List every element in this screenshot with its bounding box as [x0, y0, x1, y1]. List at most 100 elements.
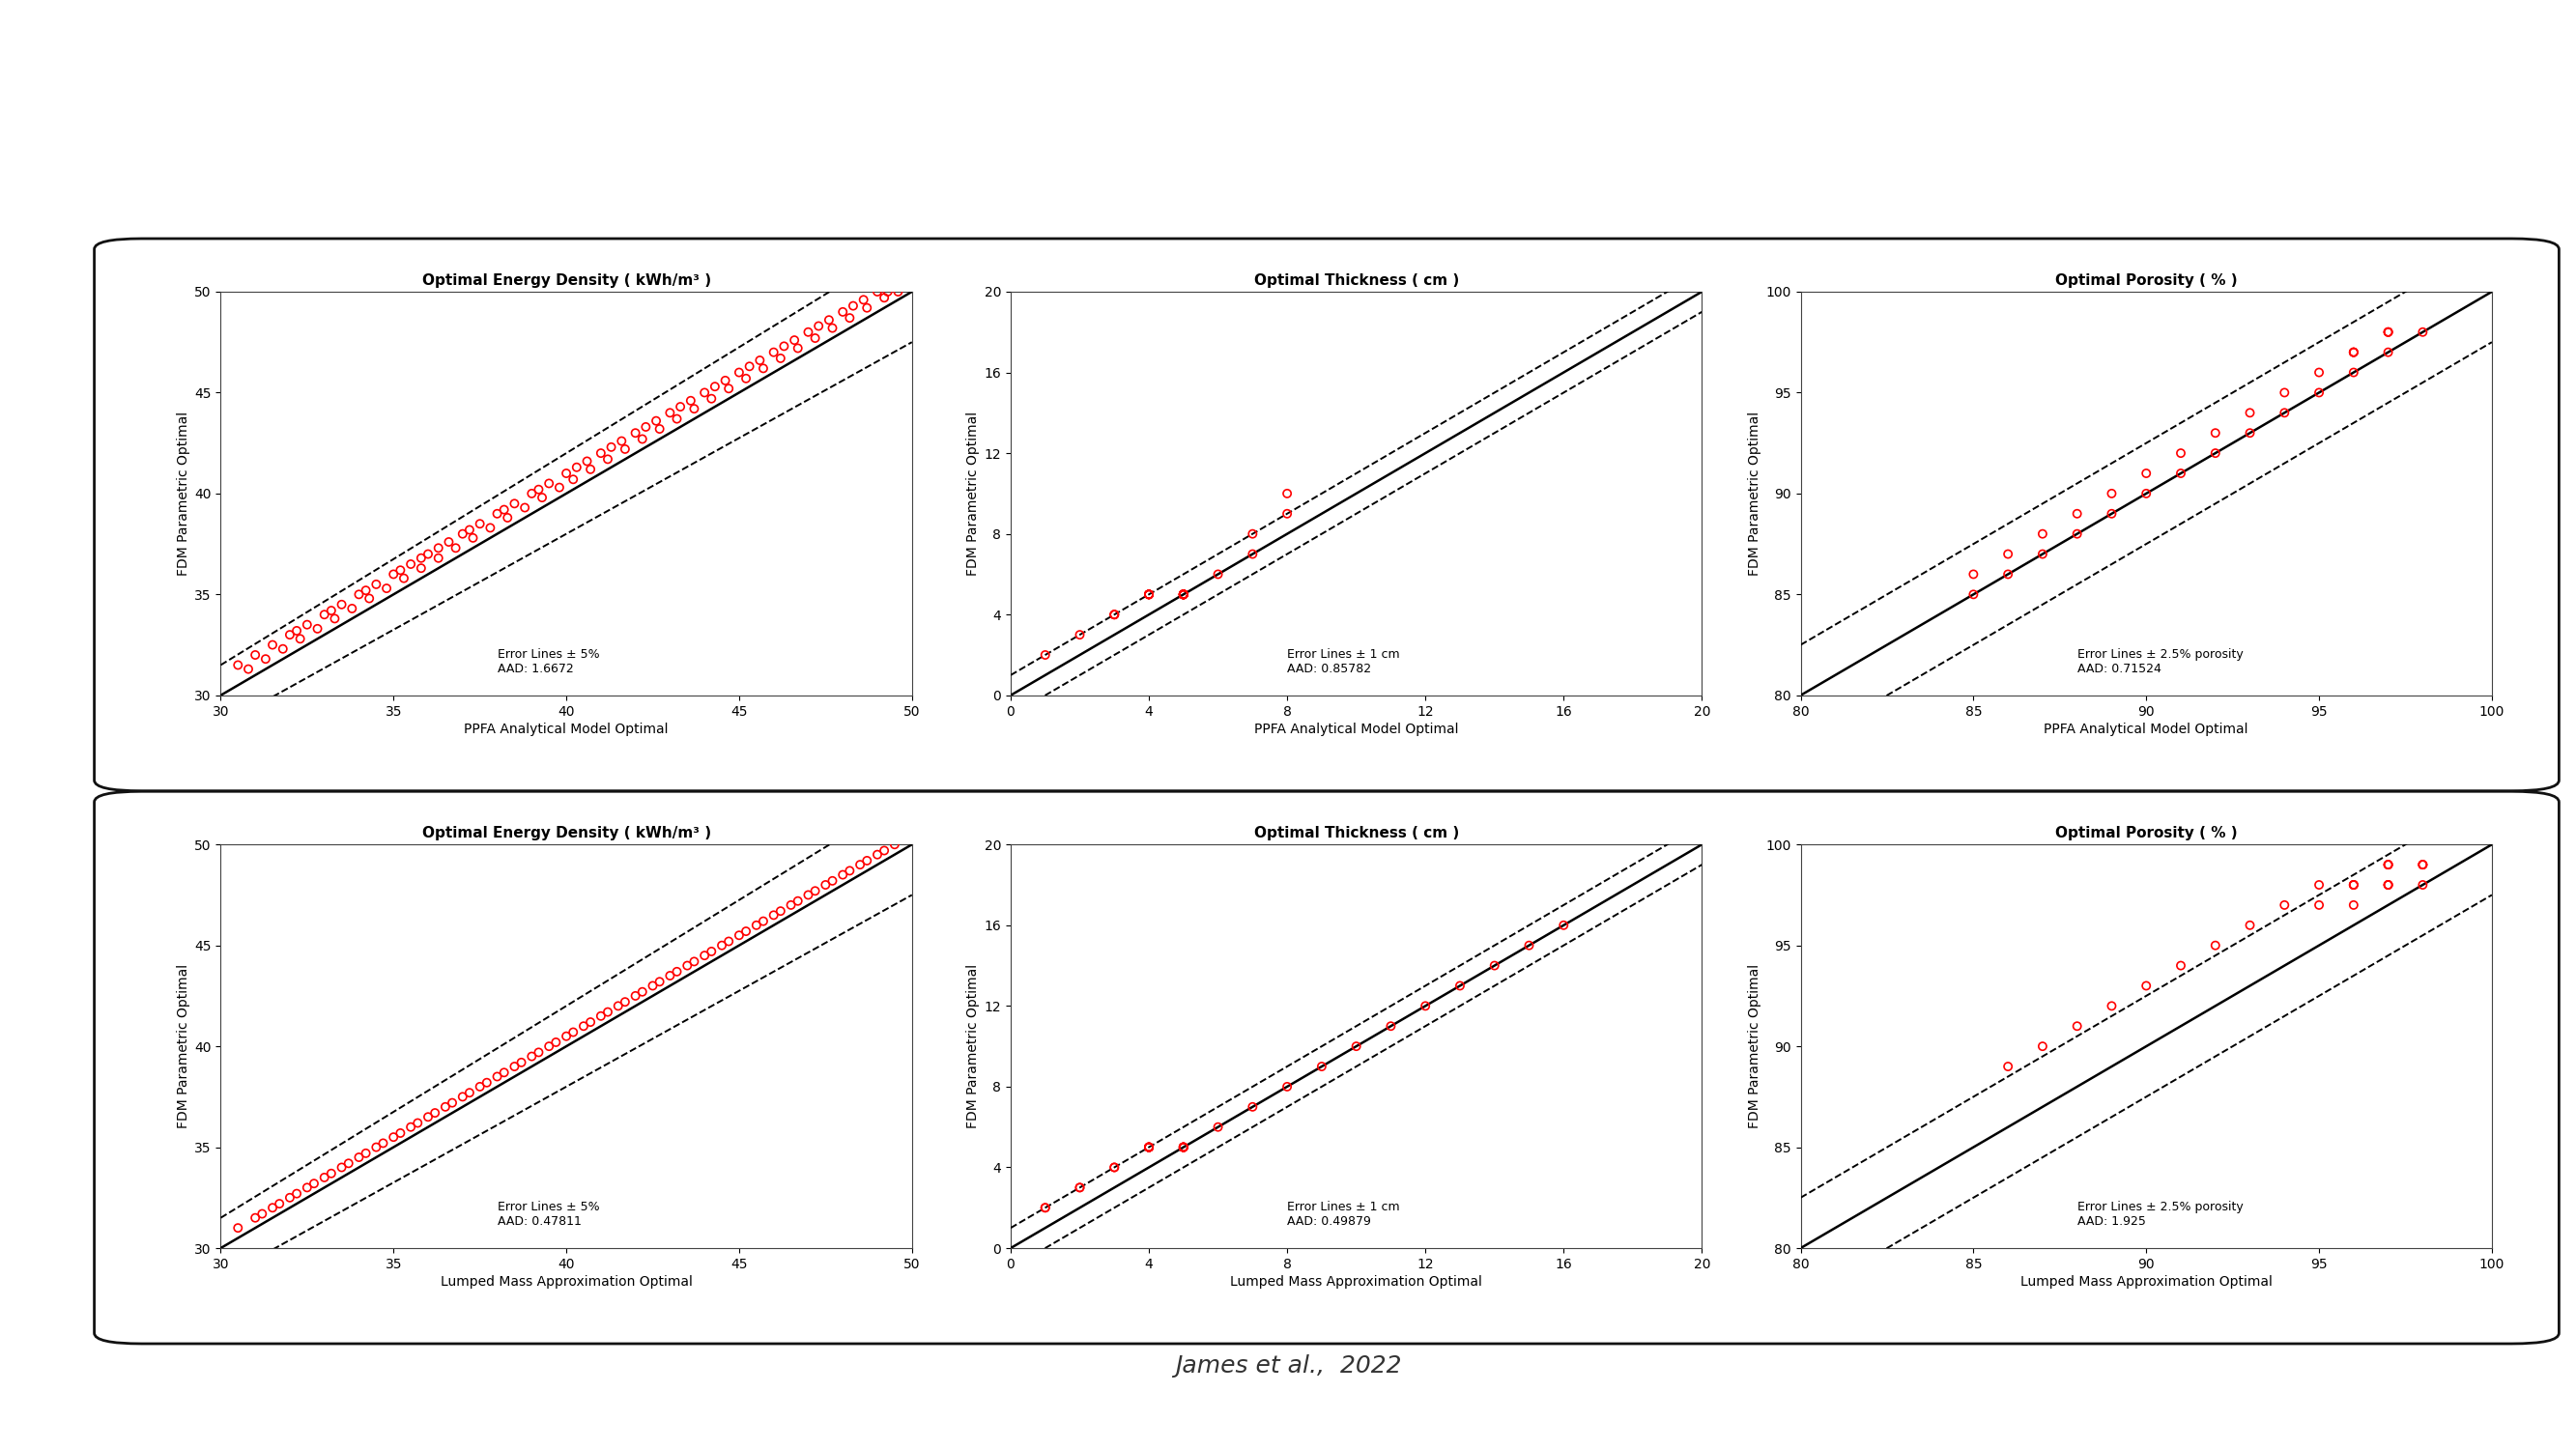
Point	[484, 498, 526, 522]
Point	[345, 1142, 386, 1165]
Point	[348, 587, 389, 610]
Point	[1162, 582, 1203, 606]
Point	[1953, 562, 1994, 585]
Point	[626, 416, 667, 439]
Point	[1267, 1075, 1309, 1098]
Point	[760, 900, 801, 923]
Point	[379, 1122, 420, 1145]
Point	[1128, 1136, 1170, 1159]
Point	[407, 542, 448, 565]
Point	[500, 1051, 541, 1074]
Y-axis label: FDM Parametric Optimal: FDM Parametric Optimal	[178, 412, 191, 575]
Point	[1059, 623, 1100, 646]
Point	[1128, 582, 1170, 606]
Point	[1128, 582, 1170, 606]
Point	[495, 1055, 536, 1078]
Point	[2367, 874, 2409, 897]
Point	[433, 1091, 474, 1114]
Point	[554, 1020, 595, 1043]
Point	[2403, 853, 2445, 877]
Point	[2334, 874, 2375, 897]
Point	[667, 953, 708, 977]
Point	[739, 349, 781, 372]
Point	[683, 943, 726, 966]
Point	[528, 472, 569, 496]
Point	[760, 346, 801, 369]
Point	[1162, 1136, 1203, 1159]
Point	[1095, 603, 1136, 626]
Point	[389, 552, 430, 575]
Point	[639, 417, 680, 440]
Point	[294, 1172, 335, 1195]
Point	[428, 530, 469, 554]
Point	[2367, 320, 2409, 343]
Point	[227, 658, 268, 681]
Point	[538, 475, 580, 498]
Point	[1162, 582, 1203, 606]
Point	[1128, 582, 1170, 606]
Point	[518, 1040, 559, 1064]
Y-axis label: FDM Parametric Optimal: FDM Parametric Optimal	[178, 964, 191, 1129]
Point	[252, 1197, 294, 1220]
Point	[2367, 853, 2409, 877]
Point	[672, 397, 714, 420]
Point	[719, 361, 760, 384]
Point	[842, 288, 884, 312]
Point	[2125, 483, 2166, 506]
Point	[417, 536, 459, 559]
Point	[649, 964, 690, 987]
Point	[1162, 1136, 1203, 1159]
Point	[1128, 582, 1170, 606]
Point	[1162, 582, 1203, 606]
Point	[2403, 874, 2445, 897]
Point	[1334, 1035, 1376, 1058]
Point	[1059, 1177, 1100, 1200]
Point	[822, 300, 863, 323]
Point	[2228, 422, 2269, 445]
Point	[804, 874, 845, 897]
Point	[580, 442, 621, 465]
Point	[1404, 994, 1445, 1017]
Point	[2403, 853, 2445, 877]
Point	[2161, 462, 2202, 485]
Point	[1128, 582, 1170, 606]
Point	[1162, 582, 1203, 606]
Point	[322, 593, 363, 616]
X-axis label: Lumped Mass Approximation Optimal: Lumped Mass Approximation Optimal	[440, 1275, 693, 1288]
Point	[556, 455, 598, 478]
Point	[1473, 953, 1515, 977]
Point	[1059, 1177, 1100, 1200]
Title: Optimal Porosity ( % ): Optimal Porosity ( % )	[2056, 274, 2239, 288]
Point	[286, 1177, 327, 1200]
Point	[726, 367, 768, 390]
Text: Error Lines ± 2.5% porosity
AAD: 1.925: Error Lines ± 2.5% porosity AAD: 1.925	[2076, 1201, 2244, 1227]
Point	[799, 314, 840, 338]
Point	[1231, 1095, 1273, 1119]
Point	[2367, 341, 2409, 364]
Point	[495, 493, 536, 516]
Point	[659, 396, 701, 419]
Point	[1095, 1156, 1136, 1179]
Point	[528, 1035, 569, 1058]
Point	[2367, 853, 2409, 877]
Point	[554, 468, 595, 491]
Point	[762, 335, 804, 358]
Point	[752, 341, 793, 364]
Point	[616, 984, 657, 1007]
Point	[670, 390, 711, 413]
Point	[2403, 320, 2445, 343]
Point	[276, 1182, 317, 1206]
Point	[1953, 582, 1994, 606]
Point	[337, 582, 379, 606]
Point	[510, 1045, 551, 1068]
Point	[1267, 483, 1309, 506]
FancyBboxPatch shape	[95, 791, 2558, 1343]
Point	[1162, 582, 1203, 606]
Point	[304, 1166, 345, 1190]
Point	[366, 577, 407, 600]
Y-axis label: FDM Parametric Optimal: FDM Parametric Optimal	[966, 964, 979, 1129]
Point	[706, 369, 747, 393]
Point	[1162, 582, 1203, 606]
Point	[518, 478, 559, 501]
Point	[312, 1162, 353, 1185]
